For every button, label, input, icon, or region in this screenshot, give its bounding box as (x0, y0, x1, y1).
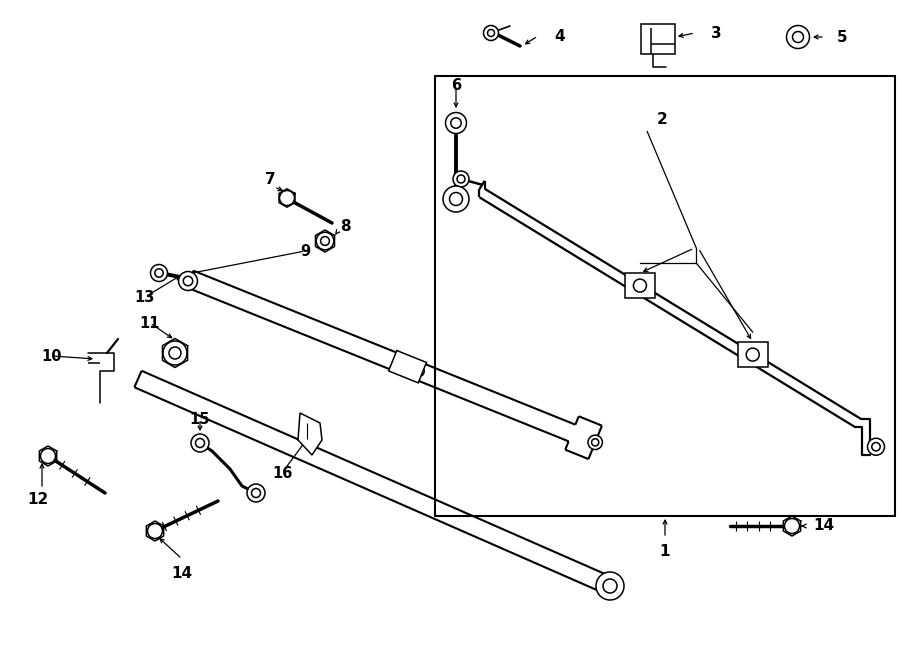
Text: 11: 11 (140, 315, 160, 330)
Text: 10: 10 (41, 348, 62, 364)
Text: 7: 7 (265, 171, 275, 186)
Text: 1: 1 (660, 543, 670, 559)
Text: 8: 8 (339, 219, 350, 233)
Text: 9: 9 (300, 243, 310, 258)
Text: 5: 5 (837, 30, 847, 44)
Circle shape (449, 192, 463, 206)
Text: 2: 2 (657, 112, 668, 126)
Circle shape (588, 435, 602, 449)
Circle shape (868, 438, 885, 455)
Circle shape (280, 190, 294, 206)
Polygon shape (298, 413, 322, 455)
Circle shape (483, 26, 499, 40)
Circle shape (787, 26, 809, 48)
Circle shape (603, 579, 617, 593)
Text: 6: 6 (451, 77, 461, 93)
Circle shape (793, 32, 804, 42)
Circle shape (634, 279, 646, 292)
Circle shape (457, 175, 465, 183)
Circle shape (872, 442, 880, 451)
Circle shape (247, 484, 265, 502)
Text: 15: 15 (190, 412, 211, 426)
Circle shape (150, 264, 167, 282)
Circle shape (169, 347, 181, 359)
Circle shape (414, 366, 424, 376)
Text: 3: 3 (711, 26, 721, 40)
Bar (625, 273, 655, 298)
Text: 14: 14 (814, 518, 834, 533)
Text: 12: 12 (27, 492, 49, 506)
Bar (641, 24, 675, 54)
Circle shape (320, 237, 329, 245)
Text: 13: 13 (135, 290, 155, 305)
Circle shape (488, 30, 494, 36)
Bar (738, 342, 768, 367)
Circle shape (251, 488, 260, 498)
Circle shape (591, 439, 599, 446)
Circle shape (191, 434, 209, 452)
Circle shape (148, 524, 163, 539)
Circle shape (195, 438, 204, 447)
Circle shape (746, 348, 760, 361)
Circle shape (178, 272, 197, 290)
Circle shape (446, 112, 466, 134)
Text: 16: 16 (272, 465, 292, 481)
Circle shape (40, 449, 56, 463)
Text: 4: 4 (554, 28, 565, 44)
Text: 14: 14 (171, 566, 193, 580)
Circle shape (596, 572, 624, 600)
Circle shape (785, 518, 799, 533)
Bar (435, 76, 895, 516)
Circle shape (316, 232, 334, 250)
Circle shape (451, 118, 461, 128)
Polygon shape (389, 350, 427, 383)
Circle shape (453, 171, 469, 187)
Circle shape (163, 341, 187, 365)
Circle shape (443, 186, 469, 212)
Circle shape (155, 269, 163, 277)
Circle shape (184, 276, 193, 286)
